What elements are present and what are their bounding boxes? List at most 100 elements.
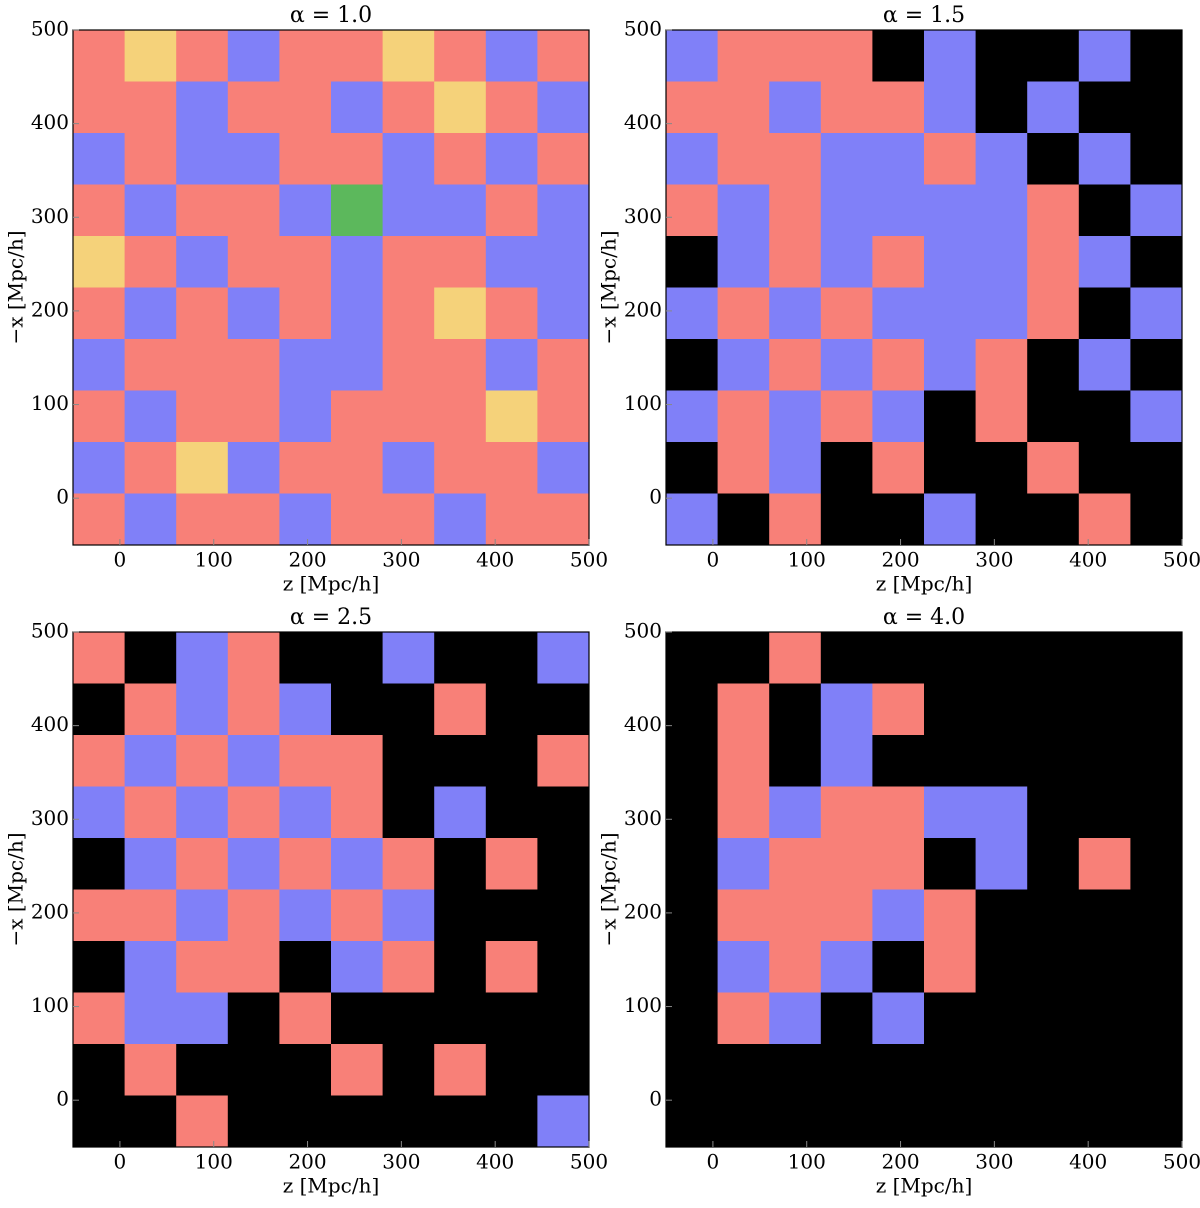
cell: [769, 236, 822, 288]
x-tick-label: 200: [881, 1150, 919, 1174]
x-tick-label: 500: [1163, 1150, 1200, 1174]
cell: [382, 1044, 435, 1096]
cell: [227, 735, 280, 787]
y-tick-label: 100: [624, 993, 662, 1017]
cell: [717, 390, 770, 443]
cell: [872, 493, 925, 546]
cell: [434, 30, 487, 82]
cell: [924, 339, 977, 391]
cell: [1027, 632, 1080, 684]
cell: [872, 287, 925, 340]
cell: [124, 683, 177, 736]
cell: [769, 632, 822, 684]
cell: [382, 683, 435, 736]
cell: [1130, 735, 1183, 787]
cell: [124, 941, 177, 993]
cell: [382, 81, 435, 134]
cell: [872, 30, 925, 82]
cell: [279, 1095, 332, 1148]
cell: [124, 442, 177, 494]
cell: [382, 941, 435, 993]
cell: [485, 838, 538, 890]
cell: [73, 1044, 126, 1096]
cell: [820, 493, 873, 546]
cell: [666, 941, 719, 993]
y-tick-label: 200: [31, 899, 69, 923]
y-tick-label: 400: [624, 110, 662, 134]
cell: [924, 1095, 977, 1148]
x-tick-label: 500: [1163, 548, 1200, 572]
cell: [73, 442, 126, 494]
cell: [769, 992, 822, 1045]
cell: [227, 287, 280, 340]
cell: [485, 184, 538, 237]
cell: [537, 390, 590, 443]
cell: [1130, 81, 1183, 134]
cell: [73, 786, 126, 839]
cell: [176, 683, 229, 736]
cell: [227, 339, 280, 391]
x-tick-label: 0: [707, 548, 720, 572]
cell: [124, 493, 177, 546]
cell: [872, 889, 925, 942]
cell: [485, 632, 538, 684]
cell: [924, 81, 977, 134]
cell: [1027, 287, 1080, 340]
x-tick-label: 400: [1069, 1150, 1107, 1174]
cell: [1130, 992, 1183, 1045]
cell: [434, 1044, 487, 1096]
cell: [73, 683, 126, 736]
cell: [434, 184, 487, 237]
cell: [124, 236, 177, 288]
cell: [820, 683, 873, 736]
cell: [1078, 493, 1131, 546]
cell: [537, 992, 590, 1045]
cell: [124, 838, 177, 890]
cell: [434, 735, 487, 787]
cell: [279, 493, 332, 546]
cell: [924, 632, 977, 684]
cell: [1130, 493, 1183, 546]
cell: [434, 889, 487, 942]
cell: [434, 838, 487, 890]
cell: [73, 941, 126, 993]
cell: [279, 941, 332, 993]
cell: [1078, 81, 1131, 134]
cell: [872, 81, 925, 134]
cell: [124, 786, 177, 839]
cell: [1130, 287, 1183, 340]
cell: [666, 236, 719, 288]
cell: [485, 889, 538, 942]
cell: [227, 941, 280, 993]
cell: [1078, 30, 1131, 82]
panel-title: α = 1.5: [883, 3, 965, 28]
cell: [124, 287, 177, 340]
cell: [1027, 786, 1080, 839]
cell: [820, 133, 873, 185]
cell: [820, 838, 873, 890]
x-tick-label: 300: [382, 1150, 420, 1174]
cell: [331, 1095, 384, 1148]
cell: [227, 184, 280, 237]
x-axis-label: z [Mpc/h]: [283, 572, 380, 596]
cell: [666, 786, 719, 839]
cell: [537, 236, 590, 288]
cell: [331, 184, 384, 237]
x-axis-label: z [Mpc/h]: [283, 1174, 380, 1198]
cell: [1130, 184, 1183, 237]
cell: [331, 632, 384, 684]
cell: [331, 81, 384, 134]
cell: [485, 786, 538, 839]
cell: [975, 81, 1028, 134]
cell: [666, 287, 719, 340]
cell: [717, 81, 770, 134]
cell: [382, 236, 435, 288]
cell: [434, 339, 487, 391]
x-tick-label: 100: [195, 1150, 233, 1174]
y-tick-label: 200: [624, 899, 662, 923]
cell: [717, 442, 770, 494]
plot-frame: [665, 631, 1183, 1148]
cell: [820, 287, 873, 340]
cell: [227, 442, 280, 494]
cell: [666, 632, 719, 684]
